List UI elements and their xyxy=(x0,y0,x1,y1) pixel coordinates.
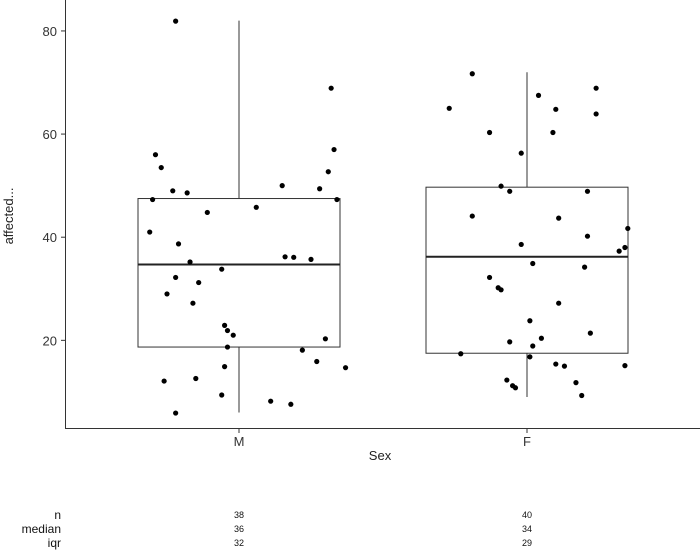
data-point xyxy=(527,318,533,324)
data-point xyxy=(173,274,179,281)
y-tick-label: 40 xyxy=(43,230,57,245)
data-point xyxy=(150,196,156,203)
data-point xyxy=(561,363,568,369)
data-point xyxy=(325,169,331,175)
data-point xyxy=(556,300,562,306)
data-point xyxy=(538,335,545,341)
data-point xyxy=(530,343,536,349)
data-point xyxy=(190,300,196,306)
data-point xyxy=(527,354,533,360)
data-point xyxy=(458,351,464,357)
data-point xyxy=(469,213,475,219)
data-point xyxy=(314,358,320,365)
data-point xyxy=(498,183,504,189)
data-point xyxy=(593,85,599,91)
data-point xyxy=(584,188,591,194)
y-tick-label: 20 xyxy=(43,333,57,348)
data-point xyxy=(158,164,164,171)
data-point xyxy=(288,401,294,407)
y-tick-label: 80 xyxy=(43,24,57,39)
table-row-label: median xyxy=(22,522,61,536)
data-point xyxy=(553,361,559,367)
data-point xyxy=(279,183,285,189)
data-point xyxy=(486,129,493,136)
data-point xyxy=(187,259,193,265)
data-point xyxy=(175,241,182,247)
data-point xyxy=(486,274,493,281)
table-cell: 40 xyxy=(522,510,532,520)
data-point xyxy=(164,291,170,297)
table-row-label: n xyxy=(54,508,61,522)
data-point xyxy=(299,347,305,353)
data-point xyxy=(334,196,340,203)
data-point xyxy=(193,375,199,382)
data-point xyxy=(204,209,210,216)
data-point xyxy=(152,152,159,158)
data-point xyxy=(469,71,475,77)
data-point xyxy=(291,254,297,260)
data-point xyxy=(582,264,588,270)
data-point xyxy=(512,385,519,391)
data-point xyxy=(535,92,542,98)
x-axis-title: Sex xyxy=(369,448,392,463)
table-cell: 34 xyxy=(522,524,532,534)
data-point xyxy=(308,256,314,262)
data-point xyxy=(222,364,228,370)
data-point xyxy=(587,330,593,336)
table-cell: 29 xyxy=(522,538,532,548)
data-point xyxy=(196,279,202,286)
y-tick-label: 60 xyxy=(43,127,57,142)
data-point xyxy=(584,233,591,239)
data-point xyxy=(184,190,190,196)
x-tick-label: F xyxy=(523,434,531,449)
data-point xyxy=(342,365,349,371)
data-point xyxy=(161,378,167,384)
table-cell: 36 xyxy=(234,524,244,534)
data-point xyxy=(556,215,562,221)
box-M xyxy=(137,198,341,348)
data-point xyxy=(331,146,337,153)
data-point xyxy=(518,150,524,156)
data-point xyxy=(317,186,323,192)
data-point xyxy=(625,225,631,232)
y-axis-title: affected... xyxy=(1,188,16,245)
data-point xyxy=(622,363,628,369)
data-point xyxy=(553,106,559,112)
data-point xyxy=(224,327,231,334)
data-point xyxy=(446,105,452,111)
data-point xyxy=(498,287,504,293)
data-point xyxy=(550,129,556,136)
data-point xyxy=(504,377,510,383)
data-point xyxy=(253,204,259,210)
table-cell: 38 xyxy=(234,510,244,520)
box-F xyxy=(425,186,629,354)
data-point xyxy=(173,18,179,24)
data-point xyxy=(224,344,231,350)
data-point xyxy=(328,85,334,91)
data-point xyxy=(170,188,176,194)
data-point xyxy=(268,398,274,404)
data-point xyxy=(147,229,153,235)
data-point xyxy=(507,188,513,194)
data-point xyxy=(622,244,628,251)
data-point xyxy=(593,111,599,117)
table-row-label: iqr xyxy=(48,536,61,550)
data-point xyxy=(507,339,513,345)
data-point xyxy=(616,248,622,254)
data-point xyxy=(518,241,524,248)
data-point xyxy=(579,392,585,399)
data-point xyxy=(322,336,328,342)
data-point xyxy=(222,322,228,328)
data-point xyxy=(219,266,225,272)
data-point xyxy=(230,332,236,338)
data-point xyxy=(173,410,179,416)
x-tick-label: M xyxy=(234,434,245,449)
data-point xyxy=(573,380,579,386)
data-point xyxy=(530,260,536,267)
data-point xyxy=(282,254,288,260)
data-point xyxy=(219,392,225,398)
table-cell: 32 xyxy=(234,538,244,548)
